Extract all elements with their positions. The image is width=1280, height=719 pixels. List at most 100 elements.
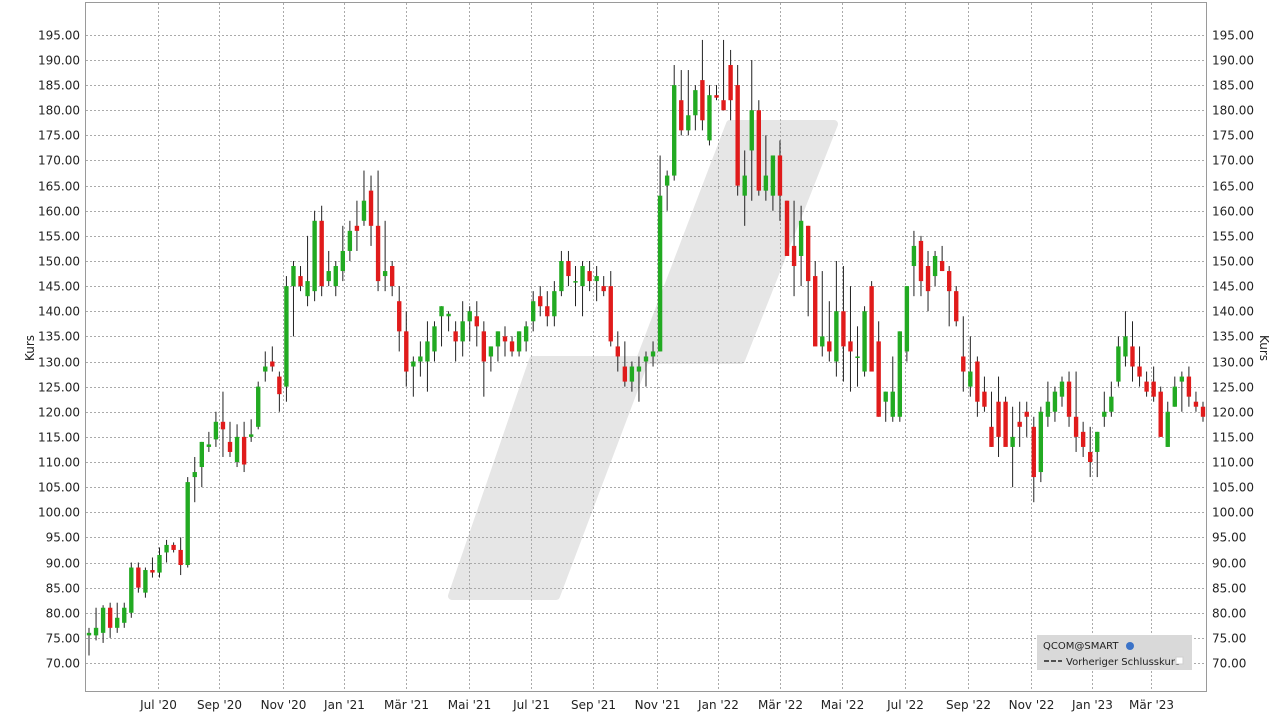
candle-body: [164, 544, 169, 553]
candles: [86, 39, 1206, 656]
candle-up: [1059, 376, 1065, 407]
candle-body: [1095, 431, 1100, 452]
candle-up: [1045, 381, 1051, 427]
candle-body: [263, 366, 268, 372]
y-tick-label-left: 180.00: [38, 104, 80, 118]
candle-down: [1144, 371, 1149, 397]
candle-body: [707, 95, 712, 141]
candle-body: [615, 346, 620, 357]
y-tick-label-left: 155.00: [38, 230, 80, 244]
candle-down: [1024, 401, 1029, 437]
candle-body: [904, 286, 910, 352]
candle-body: [382, 271, 388, 277]
plot-frame: [85, 2, 1207, 692]
candle-body: [1080, 431, 1086, 447]
candle-body: [171, 544, 176, 550]
y-tick-label-right: 190.00: [1212, 54, 1254, 68]
candle-up: [143, 567, 148, 598]
candle-up: [834, 261, 839, 377]
x-axis: Jul '20 Sep '20 Nov '20 Jan '21 Mär '21 Mai '…: [139, 698, 1174, 712]
y-tick-label-left: 170.00: [38, 154, 80, 168]
candle-body: [523, 326, 529, 342]
candle-body: [820, 336, 825, 347]
y-tick-label-right: 185.00: [1212, 79, 1254, 93]
candle-up: [333, 261, 338, 297]
candle-down: [375, 170, 381, 292]
candle-down: [1088, 426, 1093, 478]
candle-down: [848, 286, 853, 392]
y-tick-label-left: 100.00: [38, 506, 80, 520]
candle-body: [862, 311, 867, 372]
candle-down: [270, 346, 275, 372]
candle-down: [1066, 371, 1072, 427]
candle-body: [735, 85, 740, 186]
candle-body: [1066, 381, 1072, 417]
legend-title: QCOM@SMART: [1043, 641, 1119, 652]
candle-down: [1130, 321, 1135, 382]
candle-body: [954, 291, 959, 322]
candle-down: [1080, 421, 1086, 457]
candle-up: [347, 220, 353, 261]
candle-body: [1158, 391, 1163, 437]
y-tick-label-left: 140.00: [38, 305, 80, 319]
candle-body: [848, 341, 853, 352]
candle-up: [164, 539, 169, 563]
candle-body: [432, 326, 437, 352]
candle-up: [1165, 401, 1170, 447]
candle-body: [805, 225, 811, 282]
candle-down: [389, 261, 395, 297]
candle-body: [298, 276, 303, 287]
y-axis-title-right: Kurs: [1257, 335, 1271, 361]
candle-down: [982, 376, 987, 412]
candle-down: [954, 286, 959, 327]
candle-body: [375, 225, 381, 282]
candle-down: [1158, 386, 1163, 437]
candle-up: [1179, 371, 1185, 412]
y-tick-label-right: 175.00: [1212, 129, 1254, 143]
candle-up: [256, 381, 261, 430]
y-tick-label-right: 120.00: [1212, 406, 1254, 420]
candle-up: [263, 351, 268, 382]
candle-body: [643, 356, 649, 362]
legend-toggle-checkbox[interactable]: [1175, 656, 1184, 665]
y-tick-label-left: 90.00: [46, 557, 80, 571]
candle-down: [996, 376, 1001, 457]
candle-body: [608, 286, 613, 342]
candle-body: [897, 331, 903, 417]
candle-up: [664, 170, 670, 211]
candle-body: [248, 434, 254, 437]
candle-up: [213, 411, 219, 447]
y-tick-label-left: 150.00: [38, 255, 80, 269]
candle-body: [361, 200, 367, 221]
candle-up: [672, 65, 677, 181]
candle-up: [122, 602, 127, 628]
candle-up: [911, 230, 917, 297]
candle-body: [100, 607, 106, 633]
candle-up: [1095, 431, 1100, 478]
candle-body: [1116, 346, 1121, 382]
watermark-logo: [448, 120, 838, 600]
candle-down: [756, 100, 761, 196]
candle-body: [686, 115, 691, 131]
candle-body: [305, 281, 310, 297]
candle-down: [298, 266, 303, 292]
candle-body: [1031, 426, 1036, 478]
candle-up: [643, 351, 649, 387]
candle-body: [192, 472, 197, 478]
candle-body: [227, 441, 233, 452]
candle-up: [340, 225, 346, 282]
candle-down: [178, 537, 183, 576]
candle-up: [439, 306, 444, 347]
candle-down: [827, 301, 832, 362]
candle-up: [312, 210, 317, 302]
candle-down: [700, 39, 705, 131]
candle-body: [107, 607, 113, 628]
candle-up: [115, 602, 120, 633]
candle-body: [721, 100, 726, 111]
candle-body: [693, 90, 698, 116]
candle-body: [1052, 391, 1058, 412]
candle-body: [1024, 411, 1029, 417]
candle-down: [1193, 391, 1199, 412]
candle-up: [1102, 391, 1107, 427]
candle-down: [721, 39, 726, 111]
